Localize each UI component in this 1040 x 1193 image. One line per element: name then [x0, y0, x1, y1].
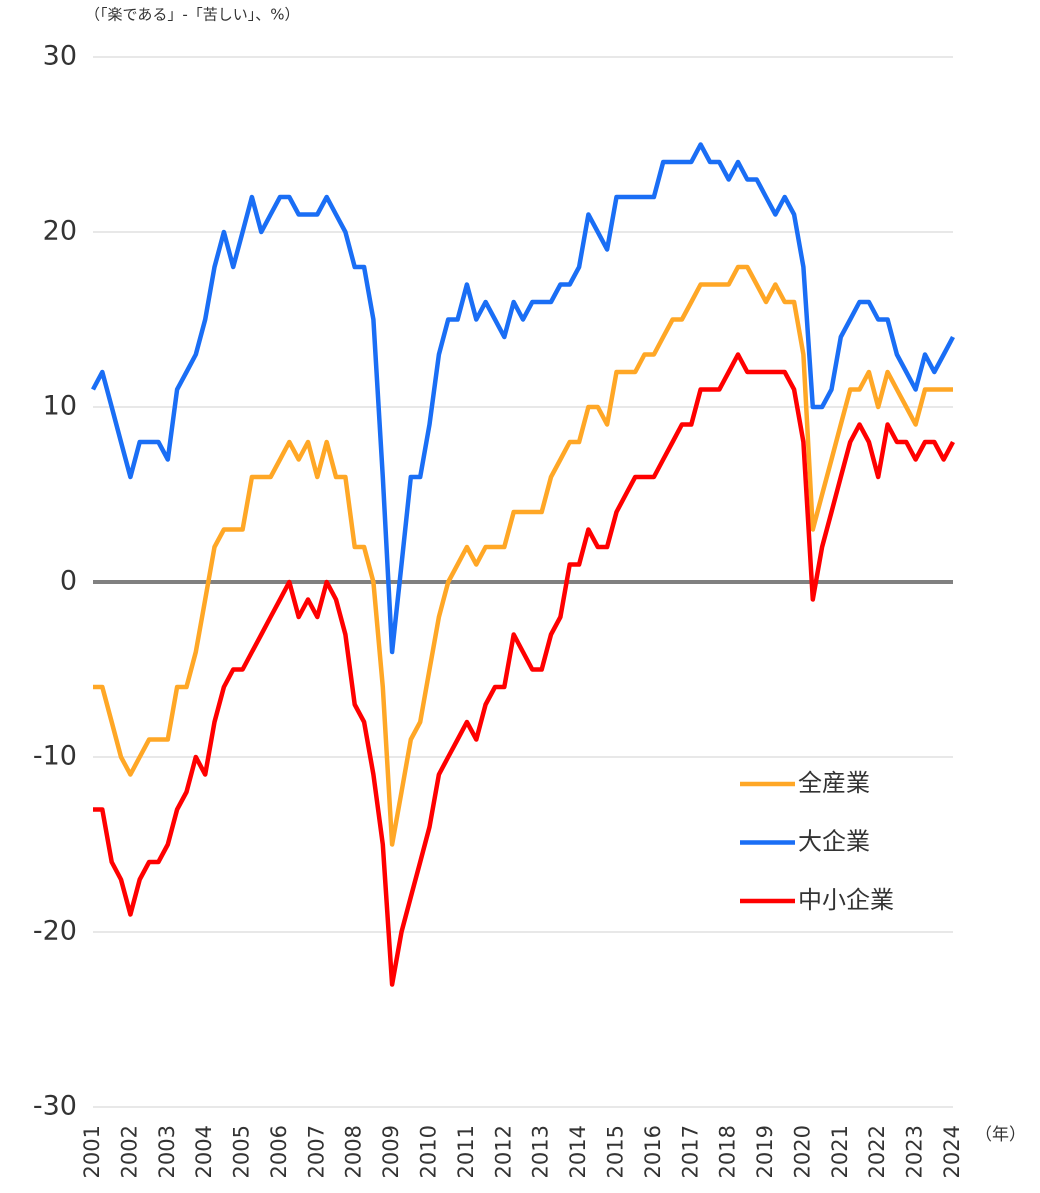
- x-tick-label: 2009: [379, 1125, 403, 1178]
- x-tick-label: 2022: [865, 1125, 889, 1178]
- y-tick-label: -20: [33, 916, 77, 947]
- y-tick-label: 0: [60, 566, 77, 597]
- y-tick-label: -10: [33, 741, 77, 772]
- x-tick-label: 2020: [790, 1125, 814, 1178]
- x-tick-label: 2008: [342, 1125, 366, 1178]
- y-tick-label: 20: [43, 216, 77, 247]
- x-axis-label: （年）: [975, 1125, 1026, 1145]
- x-tick-label: 2013: [529, 1125, 553, 1178]
- x-tick-label: 2011: [454, 1125, 478, 1178]
- x-tick-label: 2014: [566, 1125, 590, 1178]
- x-tick-label: 2024: [940, 1125, 964, 1178]
- x-tick-label: 2021: [828, 1125, 852, 1178]
- x-tick-label: 2017: [678, 1125, 702, 1178]
- x-tick-label: 2018: [716, 1125, 740, 1178]
- y-tick-label: -30: [33, 1091, 77, 1122]
- series-line: [93, 264, 953, 847]
- legend-label: 中小企業: [798, 886, 894, 914]
- x-tick-label: 2023: [903, 1125, 927, 1178]
- legend-label: 大企業: [798, 828, 870, 856]
- y-tick-label: 10: [43, 391, 77, 422]
- y-tick-label: 30: [43, 41, 77, 72]
- x-tick-label: 2016: [641, 1125, 665, 1178]
- series-line: [91, 142, 955, 655]
- legend-label: 全産業: [798, 769, 870, 797]
- x-tick-label: 2015: [603, 1125, 627, 1178]
- x-tick-label: 2007: [304, 1125, 328, 1178]
- x-tick-label: 2005: [230, 1125, 254, 1178]
- x-tick-label: 2002: [117, 1125, 141, 1178]
- series-line: [93, 352, 955, 987]
- x-tick-label: 2019: [753, 1125, 777, 1178]
- x-tick-label: 2003: [155, 1125, 179, 1178]
- x-tick-label: 2001: [80, 1125, 104, 1178]
- x-tick-label: 2004: [192, 1125, 216, 1178]
- x-tick-label: 2006: [267, 1125, 291, 1178]
- x-tick-label: 2010: [417, 1125, 441, 1178]
- y-axis-label: （「楽である」-「苦しい」、%）: [85, 6, 300, 24]
- x-tick-label: 2012: [491, 1125, 515, 1178]
